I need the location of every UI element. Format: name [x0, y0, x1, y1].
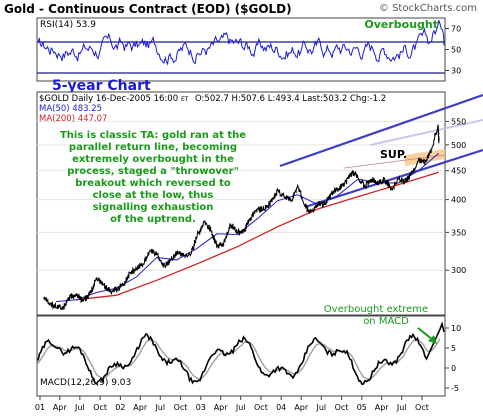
- x-tick-label: Apr: [294, 403, 309, 412]
- commentary-line: extremely overbought in the: [72, 154, 234, 165]
- macd-label: MACD(12,26,9) 9.03: [40, 378, 131, 388]
- rsi-tick-label: 50: [451, 46, 461, 55]
- macd-tick-label: 10: [451, 324, 461, 333]
- x-tick-label: 03: [196, 403, 206, 412]
- macd-tick-label: -5: [451, 384, 459, 393]
- price-header-values: O:502.7 H:507.6 L:493.4 Last:503.2 Chg:-…: [195, 94, 386, 104]
- commentary-line: parallel return line, becoming: [69, 142, 237, 153]
- five-year-chart-label: 5-year Chart: [52, 78, 151, 94]
- rsi-panel: 30 50 70 RSI(14) 53.9 Overbought 5-year Ch…: [36, 17, 461, 94]
- x-tick-label: Jul: [154, 403, 165, 412]
- macd-tick-label: 0: [451, 364, 456, 373]
- x-tick-label: 05: [357, 403, 367, 412]
- price-tick-label: 400: [451, 196, 466, 205]
- rsi-overbought-note: Overbought: [364, 18, 438, 31]
- x-tick-label: Apr: [214, 403, 229, 412]
- rsi-tick-label: 30: [451, 67, 461, 76]
- legend-ma50: MA(50) 483.25: [39, 104, 102, 114]
- x-tick-label: Apr: [53, 403, 68, 412]
- channel-lower-line: [304, 148, 483, 209]
- chart-title: Gold - Continuous Contract (EOD) ($GOLD): [4, 2, 292, 16]
- x-tick-label: Jul: [74, 403, 85, 412]
- price-tick-label: 550: [451, 117, 466, 126]
- x-tick-label: Apr: [133, 403, 148, 412]
- x-tick-label: 02: [115, 403, 125, 412]
- price-panel-frame: [36, 91, 446, 316]
- price-tick-label: 300: [451, 266, 466, 275]
- sup-label: SUP.: [380, 148, 407, 161]
- x-tick-label: Oct: [174, 403, 188, 412]
- macd-tick-label: 5: [451, 344, 456, 353]
- price-tick-label: 450: [451, 167, 466, 176]
- macd-arrow-head: [428, 335, 437, 344]
- macd-signal-line: [37, 338, 441, 380]
- x-axis: 01 Apr Jul Oct 02 Apr Jul Oct 03 Apr Jul Oct 04 Apr Ju…: [35, 396, 429, 412]
- macd-arrow-shaft: [417, 327, 434, 341]
- commentary-line: This is classic TA: gold ran at the: [60, 130, 246, 141]
- macd-overbought-note-2: on MACD: [363, 316, 409, 327]
- x-tick-label: Oct: [335, 403, 349, 412]
- legend-ma200: MA(200) 447.07: [39, 114, 107, 124]
- x-tick-label: Jul: [315, 403, 326, 412]
- price-header-symbol: $GOLD Daily 16-Dec-2005 16:00: [39, 94, 178, 104]
- x-tick-label: Apr: [375, 403, 390, 412]
- x-tick-label: 01: [35, 403, 45, 412]
- channel-middle-line: [369, 119, 483, 146]
- x-tick-label: Oct: [415, 403, 429, 412]
- commentary-line: of the uptrend.: [110, 214, 196, 225]
- rsi-line: [37, 19, 445, 66]
- price-panel: 300 350 400 450 500 550 $GOLD Daily 16-Dec-20…: [36, 91, 483, 316]
- x-tick-label: 04: [276, 403, 286, 412]
- commentary-line: breakout which reversed to: [75, 178, 231, 189]
- x-tick-label: Oct: [93, 403, 107, 412]
- ma200-line: [76, 171, 439, 301]
- rsi-label: RSI(14) 53.9: [40, 20, 96, 30]
- rsi-tick-label: 70: [451, 25, 461, 34]
- channel-upper-line: [279, 93, 483, 168]
- ta-commentary: This is classic TA: gold ran at the para…: [60, 130, 246, 225]
- macd-panel: -5 0 5 10 MACD(12,26,9) 9.03 Overbought ext…: [36, 304, 461, 397]
- macd-panel-frame: [36, 315, 446, 397]
- macd-line: [37, 321, 445, 386]
- price-tick-label: 500: [451, 141, 466, 150]
- commentary-line: signalling exhaustion: [93, 202, 214, 213]
- price-header-tz: ET: [181, 96, 189, 103]
- x-tick-label: Jul: [235, 403, 246, 412]
- price-line: [42, 124, 440, 310]
- x-tick-label: Jul: [396, 403, 407, 412]
- commentary-line: process, staged a "throwover": [67, 166, 239, 177]
- rsi-panel-frame: [36, 17, 446, 82]
- commentary-line: close at the low, thus: [93, 190, 214, 201]
- copyright-label: © StockCharts.com: [378, 3, 477, 14]
- price-tick-label: 350: [451, 228, 466, 237]
- x-tick-label: Oct: [254, 403, 268, 412]
- macd-overbought-note-1: Overbought extreme: [324, 304, 428, 315]
